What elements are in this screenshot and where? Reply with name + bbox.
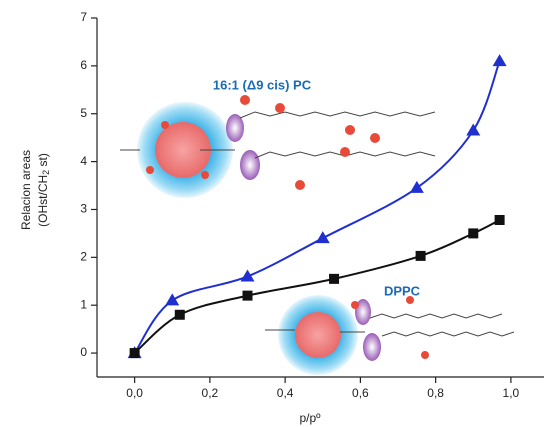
point (240, 269, 255, 282)
point (466, 123, 481, 136)
point (174, 309, 185, 320)
y-tick-label: 6 (80, 58, 87, 72)
point (129, 348, 140, 359)
point (315, 231, 330, 244)
point (494, 214, 505, 225)
point (415, 250, 426, 261)
y-tick-label: 5 (80, 106, 87, 120)
point (468, 228, 479, 239)
y-tick-label: 3 (80, 202, 87, 216)
point (165, 293, 180, 306)
y-tick-label: 0 (80, 345, 87, 359)
y-tick-label: 4 (80, 154, 87, 168)
x-tick-label: 1,0 (503, 386, 520, 400)
water-molecules (146, 95, 429, 359)
x-tick-label: 0,6 (352, 386, 369, 400)
y-tick-label: 7 (80, 10, 87, 24)
point (492, 54, 507, 67)
point (329, 273, 340, 284)
x-tick-label: 0,4 (277, 386, 294, 400)
annotation: DPPC (384, 283, 421, 298)
point (409, 180, 424, 193)
y-axis-label: (OHst/CH2 st) (36, 153, 51, 227)
x-tick-label: 0,8 (427, 386, 444, 400)
x-axis-label: p/pº (299, 411, 321, 425)
y-tick-label: 2 (80, 250, 87, 264)
pc-illustration (120, 102, 436, 198)
y-axis-label: Relacion areas (19, 150, 33, 230)
x-tick-label: 0,0 (126, 386, 143, 400)
dppc-illustration (265, 295, 515, 375)
x-tick-label: 0,2 (202, 386, 219, 400)
point (242, 290, 253, 301)
annotation: 16:1 (Δ9 cis) PC (213, 77, 312, 92)
y-tick-label: 1 (80, 297, 87, 311)
